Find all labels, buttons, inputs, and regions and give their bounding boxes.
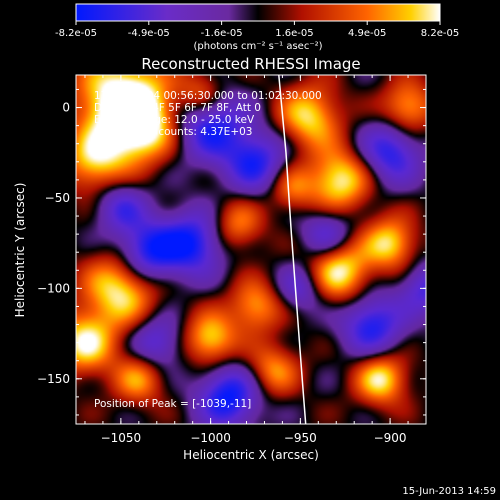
x-tick-label: −900 bbox=[374, 431, 407, 445]
colorbar-tick-label: -8.2e-05 bbox=[55, 28, 97, 39]
colorbar bbox=[75, 3, 441, 22]
x-tick-label: −1050 bbox=[101, 431, 142, 445]
footer-timestamp: 15-Jun-2013 14:59 bbox=[402, 486, 496, 497]
y-axis-label: Heliocentric Y (arcsec) bbox=[13, 183, 27, 318]
x-axis-label: Heliocentric X (arcsec) bbox=[183, 448, 319, 462]
y-tick-label: −150 bbox=[37, 372, 70, 386]
colorbar-units: (photons cm⁻² s⁻¹ asec⁻²) bbox=[193, 41, 322, 52]
colorbar-tick-label: 8.2e-05 bbox=[421, 28, 459, 39]
x-tick-label: −950 bbox=[284, 431, 317, 445]
y-tick-label: −50 bbox=[45, 191, 70, 205]
annotation-counts: Clean. Total counts: 4.37E+03 bbox=[94, 126, 252, 138]
colorbar-tick-label: -4.9e-05 bbox=[128, 28, 170, 39]
x-tick-label: −1000 bbox=[190, 431, 231, 445]
solar-limb-line bbox=[278, 75, 307, 424]
x-axis-ticks: −1050 −1000 −950 −900 bbox=[84, 75, 427, 445]
annotation-detectors: Detectors: 4F 5F 6F 7F 8F, Att 0 bbox=[94, 102, 261, 114]
annotation-peak-position: Position of Peak = [-1039,-11] bbox=[94, 398, 251, 410]
heatmap-image bbox=[76, 75, 426, 424]
annotation-energy-range: Energy Range: 12.0 - 25.0 keV bbox=[94, 114, 255, 126]
chart-title: Reconstructed RHESSI Image bbox=[141, 55, 360, 73]
y-tick-label: 0 bbox=[62, 101, 70, 115]
colorbar-tick-label: -1.6e-05 bbox=[201, 28, 243, 39]
colorbar-ticks: -8.2e-05 -4.9e-05 -1.6e-05 1.6e-05 4.9e-05 8.… bbox=[55, 21, 459, 39]
y-tick-label: −100 bbox=[37, 281, 70, 295]
colorbar-tick-label: 4.9e-05 bbox=[348, 28, 386, 39]
annotation-time-range: 17-Oct-2004 00:56:30.000 to 01:02:30.000 bbox=[94, 90, 322, 102]
y-axis-ticks: 0 −50 −100 −150 bbox=[37, 88, 426, 416]
colorbar-tick-label: 1.6e-05 bbox=[275, 28, 313, 39]
plot-frame bbox=[75, 74, 427, 425]
